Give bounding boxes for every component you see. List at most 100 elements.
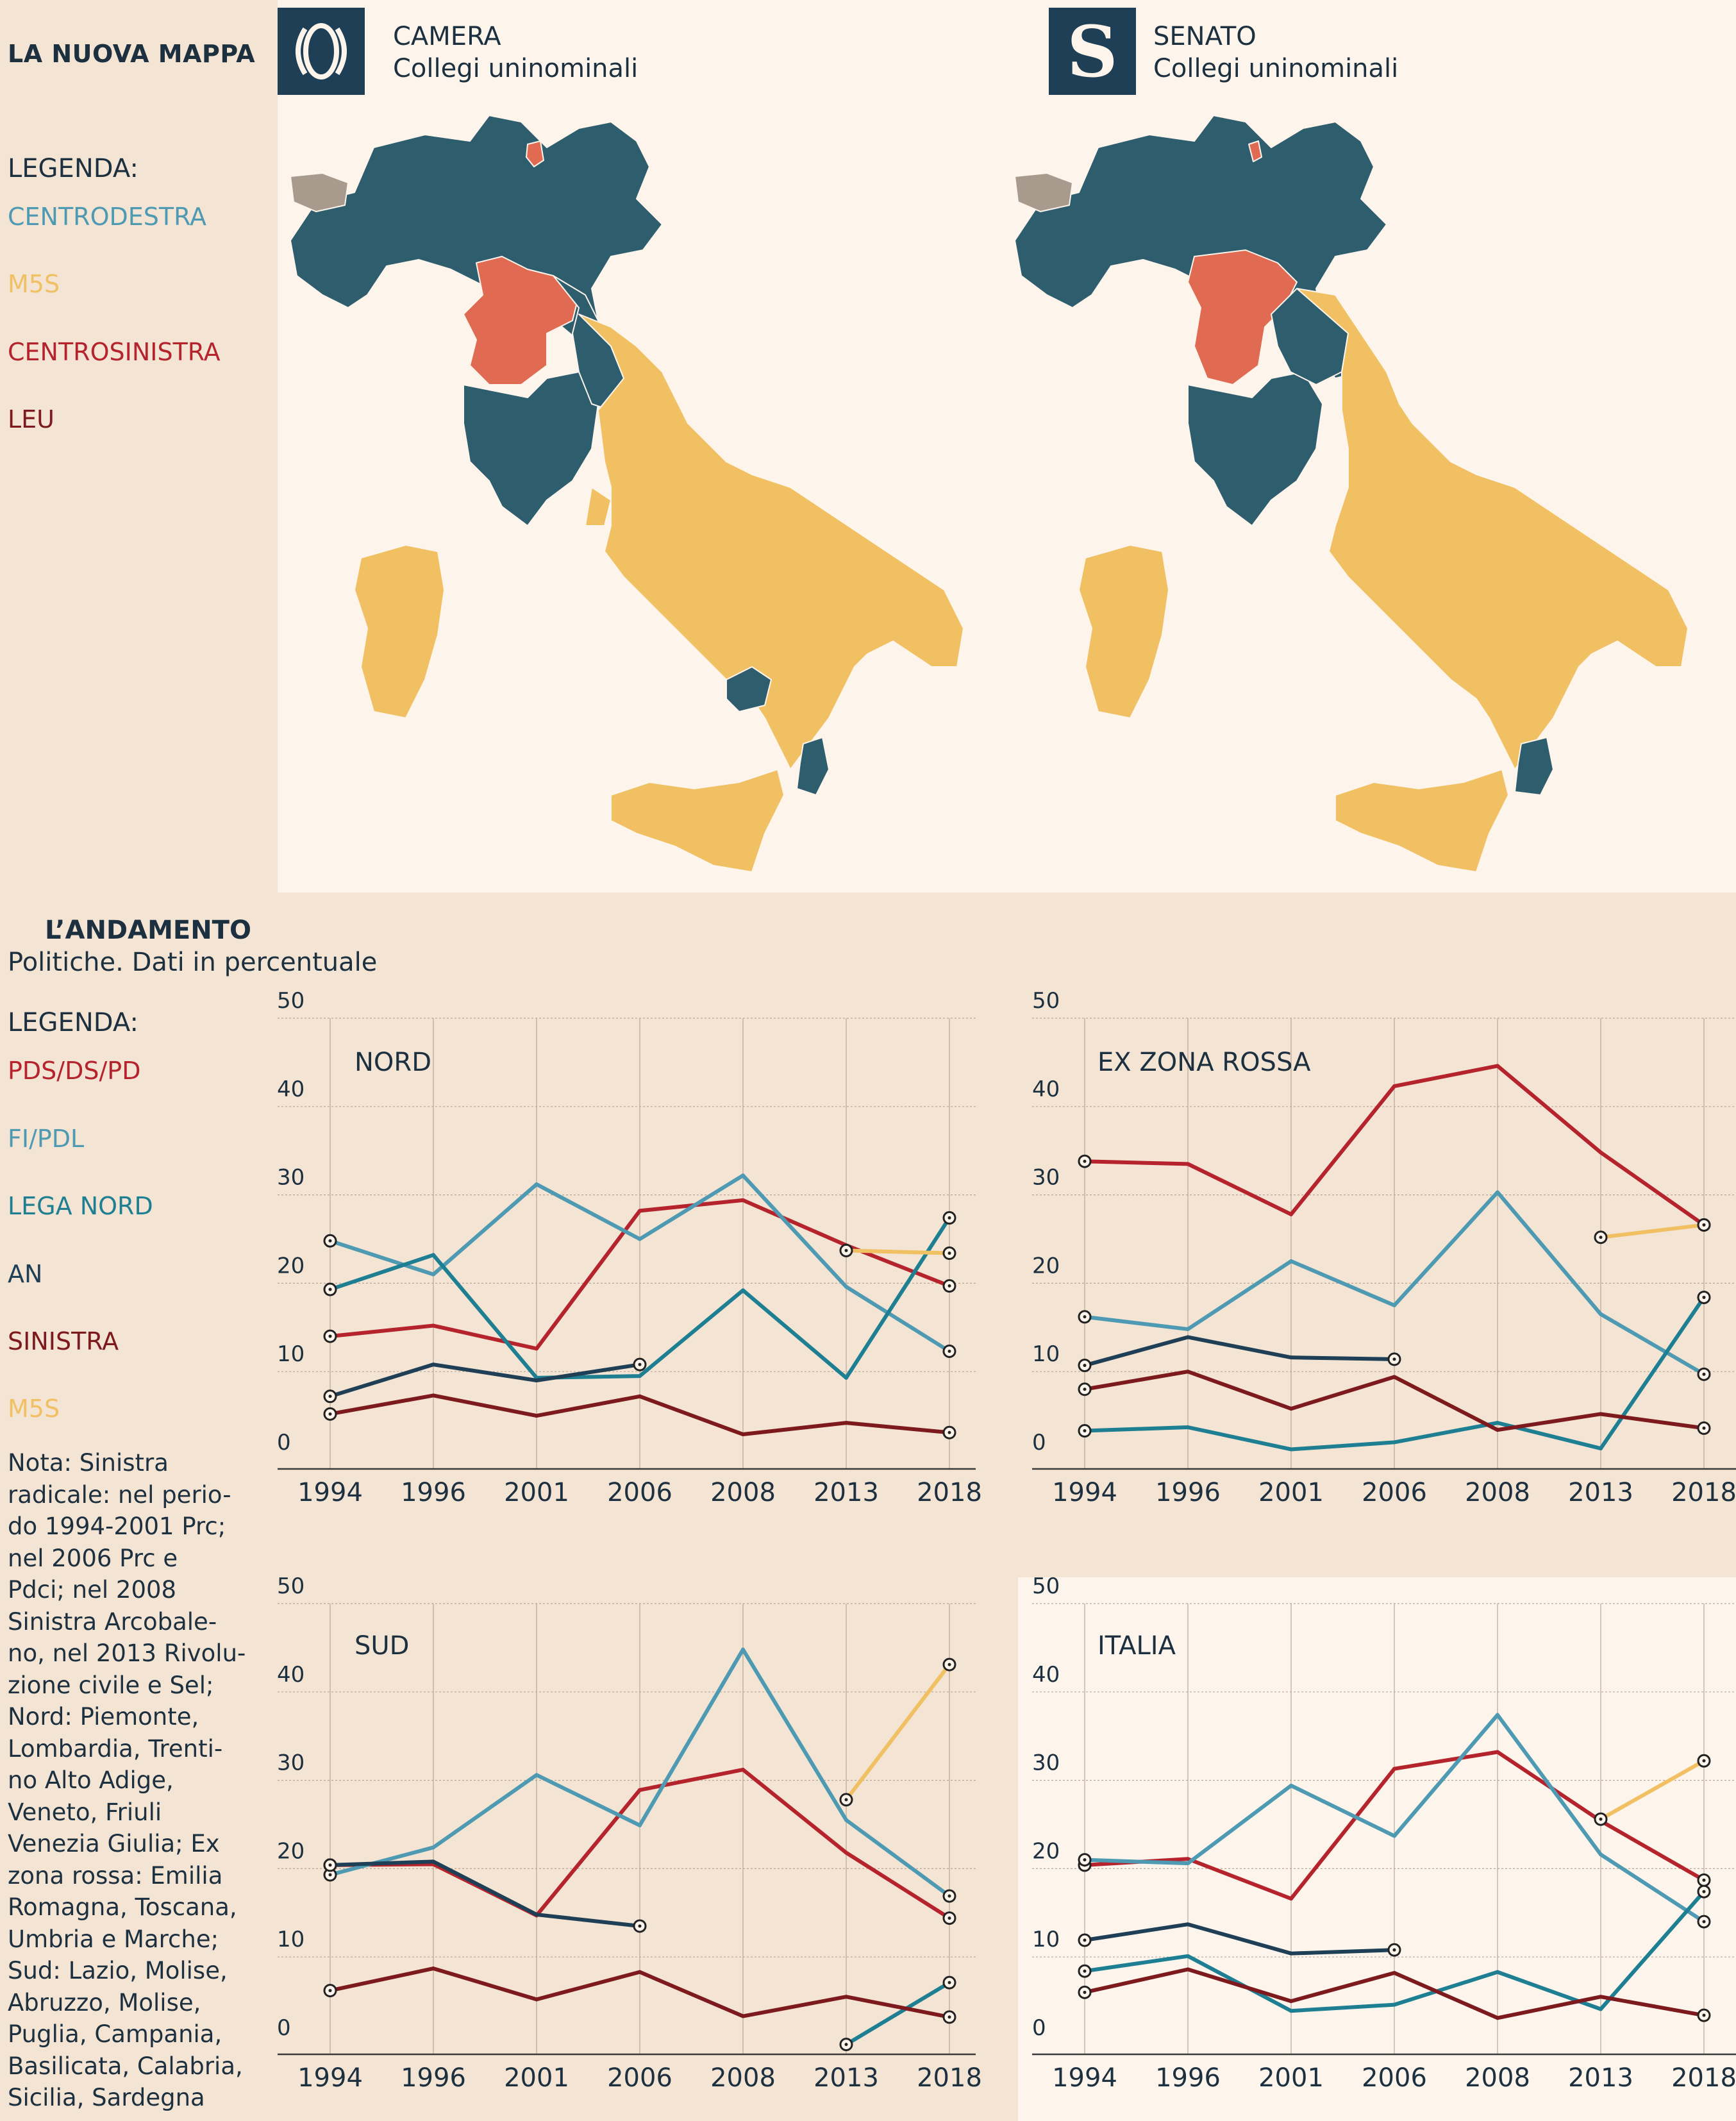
data-point-dot <box>1599 1817 1603 1821</box>
data-point <box>535 1378 538 1382</box>
data-point-dot <box>1083 1990 1087 1994</box>
x-tick-label: 2006 <box>1362 1478 1427 1507</box>
data-point <box>741 1288 745 1293</box>
data-point-dot <box>1702 1295 1706 1299</box>
data-point-dot <box>1702 1426 1706 1430</box>
legend-m5s-trend: M5S <box>8 1395 60 1423</box>
x-tick-label: 2001 <box>1258 2063 1324 2093</box>
note-line: Nord: Piemonte, <box>8 1703 199 1731</box>
camera-title: CAMERA Collegi uninominali <box>393 22 638 83</box>
series-an <box>323 1357 647 1404</box>
note-line: Romagna, Toscana, <box>8 1893 237 1921</box>
series-line <box>328 1362 642 1398</box>
note-line: no, nel 2013 Rivolu- <box>8 1639 246 1667</box>
chart-italia: 0 10 20 30 40 50 1994 1996 2001 2006 2008 2013 2018 I… <box>1032 1573 1736 2093</box>
data-point-dot <box>1083 1364 1087 1368</box>
x-tick-label: 2013 <box>814 2063 879 2093</box>
y-tick-label: 10 <box>277 1927 305 1952</box>
data-point <box>741 1173 745 1178</box>
data-point-dot <box>947 1894 951 1898</box>
x-tick-label: 2008 <box>710 2063 776 2093</box>
data-point <box>844 1284 848 1289</box>
chart-title: NORD <box>355 1048 431 1077</box>
data-point <box>1599 2007 1603 2011</box>
y-tick-label: 50 <box>277 988 305 1014</box>
data-point <box>1186 1425 1190 1430</box>
data-point-dot <box>1083 1858 1087 1862</box>
data-point <box>1289 1355 1293 1360</box>
series-line <box>1083 1922 1396 1956</box>
data-point <box>844 1421 848 1425</box>
data-point <box>535 1414 538 1418</box>
data-point-dot <box>844 1248 848 1252</box>
legend-centrosinistra: CENTROSINISTRA <box>8 338 221 366</box>
data-point <box>1289 1897 1293 1901</box>
senato-emblem-icon: S <box>1049 8 1136 95</box>
data-point <box>741 2014 745 2018</box>
x-tick-label: 2013 <box>1568 2063 1633 2093</box>
data-point-dot <box>1083 1969 1087 1973</box>
x-tick-label: 1994 <box>297 2063 363 2093</box>
legend-leu: LEU <box>8 405 54 433</box>
data-point <box>535 1773 538 1777</box>
data-point <box>741 1647 745 1652</box>
note-line: Veneto, Friuli <box>8 1798 162 1826</box>
x-tick-label: 2001 <box>504 1478 569 1507</box>
y-tick-label: 40 <box>277 1662 305 1688</box>
x-tick-label: 1996 <box>401 2063 466 2093</box>
data-point <box>1186 1162 1190 1166</box>
trend-note: Nota: Sinistra radicale: nel perio-do 199… <box>8 1447 264 2114</box>
italia-chart-bg <box>1018 1577 1736 2121</box>
data-point-dot <box>1083 1315 1087 1319</box>
y-tick-label: 0 <box>277 2015 291 2041</box>
data-point-dot <box>947 1216 951 1220</box>
data-point-dot <box>1702 1920 1706 1924</box>
data-point-dot <box>1599 1236 1603 1239</box>
data-point <box>638 1374 642 1379</box>
data-point-dot <box>1702 1759 1706 1763</box>
map-panel: CAMERA Collegi uninominali S SENATO Coll… <box>278 0 1736 893</box>
note-line: Abruzzo, Molise, <box>8 1988 201 2016</box>
x-tick-label: 1996 <box>401 1478 466 1507</box>
x-tick-label: 2006 <box>607 1478 672 1507</box>
series-lega-nord <box>1078 1884 1711 2013</box>
data-point-dot <box>1083 1429 1087 1433</box>
data-point <box>844 1375 848 1380</box>
camera-map <box>290 115 964 873</box>
note-line: nel 2006 Prc e <box>8 1544 178 1572</box>
x-tick-label: 2013 <box>1568 1478 1633 1507</box>
note-line: do 1994-2001 Prc; <box>8 1513 226 1540</box>
note-line: no Alto Adige, <box>8 1766 174 1794</box>
data-point-dot <box>1392 1357 1396 1361</box>
data-point <box>1392 2002 1396 2007</box>
y-tick-label: 20 <box>1032 1838 1060 1864</box>
data-point <box>1289 1447 1293 1452</box>
x-tick-label: 2008 <box>710 1478 776 1507</box>
note-line: Venezia Giulia; Ex <box>8 1830 220 1857</box>
data-point-dot <box>1083 1159 1087 1163</box>
series-an <box>1078 1922 1401 1957</box>
x-tick-label: 1996 <box>1155 2063 1221 2093</box>
data-point <box>1496 1190 1499 1195</box>
data-point <box>431 1362 435 1367</box>
data-point-dot <box>1392 1948 1396 1952</box>
note-line: Sicilia, Sardegna <box>8 2084 205 2111</box>
data-point <box>1392 1084 1396 1089</box>
data-point <box>741 1768 745 1772</box>
data-point <box>1599 1312 1603 1316</box>
series-fi-pdl <box>1078 1190 1711 1381</box>
data-point <box>1496 1064 1499 1068</box>
x-tick-label: 2006 <box>1362 2063 1427 2093</box>
data-point-dot <box>328 1334 332 1338</box>
data-point <box>535 1182 538 1187</box>
data-point <box>1496 1750 1499 1754</box>
data-point <box>535 1997 538 2002</box>
camera-emblem-icon <box>278 8 365 95</box>
data-point <box>1289 1999 1293 2004</box>
data-point <box>431 1272 435 1277</box>
y-tick-label: 0 <box>1032 2015 1046 2041</box>
data-point <box>1392 1971 1396 1975</box>
data-point-dot <box>947 1284 951 1288</box>
data-point-dot <box>1083 1938 1087 1942</box>
